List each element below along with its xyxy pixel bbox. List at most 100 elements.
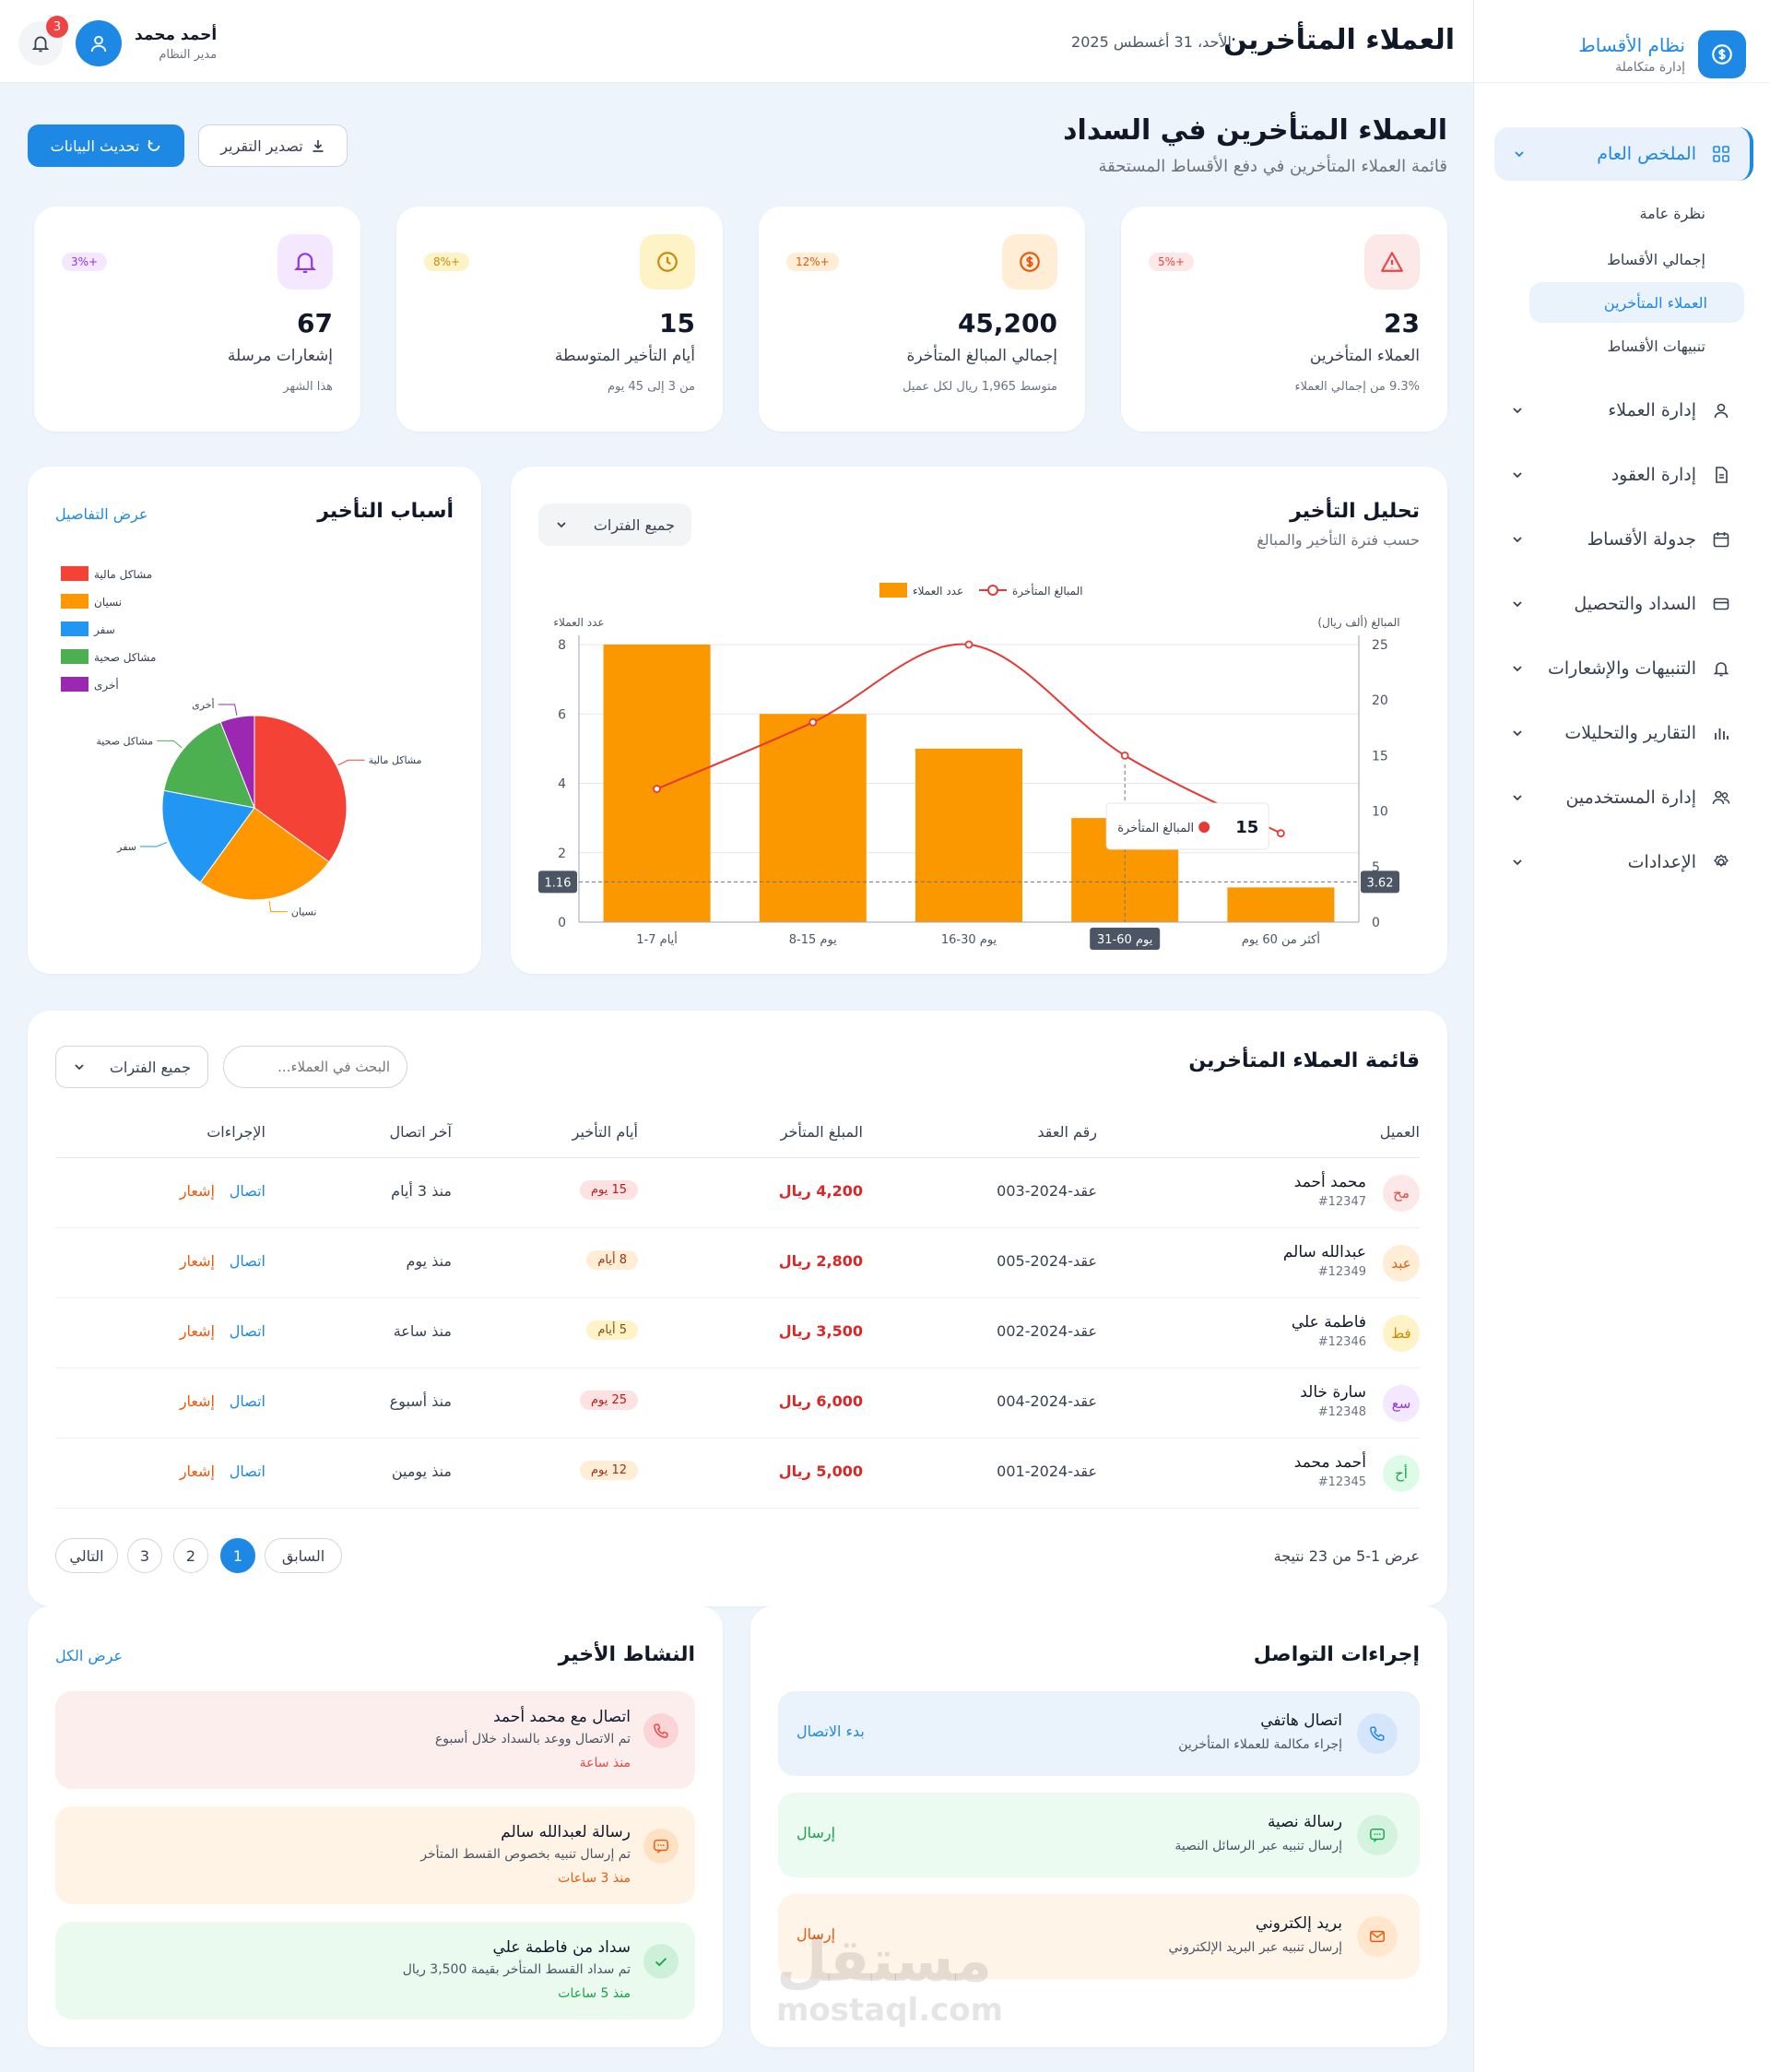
stat-label: أيام التأخير المتوسطة xyxy=(554,347,695,365)
contact-action-item[interactable]: بريد إلكتروني إرسال تنبيه عبر البريد الإل… xyxy=(778,1894,1420,1979)
customer-search-input[interactable] xyxy=(223,1046,407,1088)
pie-slice[interactable] xyxy=(161,789,255,883)
line-point[interactable] xyxy=(1277,829,1285,838)
view-details-link[interactable]: عرض التفاصيل xyxy=(55,505,148,523)
pie-slice[interactable] xyxy=(163,721,255,809)
contact-action-link[interactable]: اتصال xyxy=(229,1392,266,1410)
x-axis-tick: 16-30 يوم xyxy=(941,933,997,947)
view-all-link[interactable]: عرض الكل xyxy=(55,1647,124,1664)
bar[interactable] xyxy=(603,645,711,922)
sidebar-item-settings[interactable]: الإعدادات xyxy=(1474,830,1770,894)
export-button[interactable]: تصدير التقرير xyxy=(198,124,348,167)
pie-legend-label[interactable]: أخرى xyxy=(94,678,119,693)
pagination-prev-button[interactable]: السابق xyxy=(265,1538,342,1573)
notify-action-link[interactable]: إشعار xyxy=(179,1182,215,1200)
right-axis-tick: 15 xyxy=(1372,749,1388,764)
gear-icon xyxy=(1711,852,1731,872)
notify-action-link[interactable]: إشعار xyxy=(179,1252,215,1270)
delay-chart-subtitle: حسب فترة التأخير والمبالغ xyxy=(1257,531,1420,549)
notify-action-link[interactable]: إشعار xyxy=(179,1462,215,1480)
table-row[interactable]: أح أحمد محمد #12345 عقد-2024-001 5,000 ريال 1… xyxy=(55,1439,1420,1509)
pie-slice[interactable] xyxy=(254,715,348,863)
contact-action-link[interactable]: اتصال xyxy=(229,1322,266,1340)
pie-legend-label[interactable]: مشاكل صحية xyxy=(94,651,156,664)
right-axis-title: المبالغ (ألف ريال) xyxy=(1317,615,1399,630)
sidebar-item-notifications[interactable]: التنبيهات والإشعارات xyxy=(1474,636,1770,701)
legend-bar-label: عدد العملاء xyxy=(913,585,963,598)
sidebar-item-schedule[interactable]: جدولة الأقساط xyxy=(1474,507,1770,572)
sidebar-item-summary[interactable]: الملخص العام xyxy=(1494,127,1753,181)
contact-action-link[interactable]: اتصال xyxy=(229,1462,266,1480)
period-filter-select[interactable]: جميع الفترات xyxy=(538,503,691,546)
sidebar-item-customers[interactable]: إدارة العملاء xyxy=(1474,378,1770,443)
pie-slice[interactable] xyxy=(219,715,255,809)
avatar[interactable] xyxy=(76,20,122,66)
pagination-page-3[interactable]: 3 xyxy=(127,1538,162,1573)
bar[interactable] xyxy=(1227,887,1335,922)
table-row[interactable]: مح محمد أحمد #12347 عقد-2024-003 4,200 ريال 1… xyxy=(55,1158,1420,1228)
column-header-actions: الإجراءات xyxy=(206,1123,266,1141)
pie-legend-label[interactable]: نسيان xyxy=(94,596,122,609)
tooltip-label: المبالغ المتأخرة xyxy=(1117,819,1194,835)
sidebar-item-label: الإعدادات xyxy=(1627,852,1696,872)
pie-slice-label: مشاكل صحية xyxy=(96,735,153,747)
pie-legend-label[interactable]: سفر xyxy=(93,623,115,637)
sidebar-item-payments[interactable]: السداد والتحصيل xyxy=(1474,572,1770,636)
pie-slice[interactable] xyxy=(199,807,330,901)
phone-icon xyxy=(1357,1713,1398,1754)
overdue-amount: 3,500 ريال xyxy=(778,1322,863,1340)
customer-id: #12346 xyxy=(1317,1335,1366,1349)
line-point[interactable] xyxy=(964,640,974,649)
contact-action-item[interactable]: رسالة نصية إرسال تنبيه عبر الرسائل النصية… xyxy=(778,1793,1420,1877)
sidebar-subitem-total-installments[interactable]: إجمالي الأقساط xyxy=(1607,250,1705,268)
contact-action-link[interactable]: اتصال xyxy=(229,1182,266,1200)
table-filter-select[interactable]: جميع الفترات xyxy=(55,1046,208,1088)
contact-action-item[interactable]: اتصال هاتفي إجراء مكالمة للعملاء المتأخري… xyxy=(778,1691,1420,1776)
stat-label: العملاء المتأخرين xyxy=(1309,347,1420,365)
sidebar-item-label: إدارة المستخدمين xyxy=(1565,787,1696,808)
contact-action-button[interactable]: إرسال xyxy=(796,1925,836,1943)
topbar: العملاء المتأخرين الأحد، 31 أغسطس 2025 أ… xyxy=(0,0,1473,83)
calendar-icon xyxy=(1711,529,1731,550)
chevron-down-icon xyxy=(1513,408,1522,414)
refresh-button[interactable]: تحديث البيانات xyxy=(28,124,184,167)
contact-action-button[interactable]: بدء الاتصال xyxy=(796,1723,865,1740)
bar[interactable] xyxy=(915,748,1022,922)
sidebar-item-contracts[interactable]: إدارة العقود xyxy=(1474,443,1770,507)
stat-card: +5% 23 العملاء المتأخرين 9.3% من إجمالي الع… xyxy=(1121,207,1447,432)
contact-action-link[interactable]: اتصال xyxy=(229,1252,266,1270)
bar[interactable] xyxy=(759,714,867,922)
sidebar-subitem-installment-alerts[interactable]: تنبيهات الأقساط xyxy=(1607,337,1706,355)
table-row[interactable]: سع سارة خالد #12348 عقد-2024-004 6,000 ريال 2… xyxy=(55,1368,1420,1439)
warning-icon xyxy=(1364,234,1420,290)
table-header: العميل رقم العقد المبلغ المتأخر أيام الت… xyxy=(55,1107,1420,1158)
pagination-page-1[interactable]: 1 xyxy=(220,1538,255,1573)
last-contact: منذ يومين xyxy=(391,1462,452,1480)
chart-tooltip xyxy=(1105,802,1269,850)
table-row[interactable]: فط فاطمة علي #12346 عقد-2024-002 3,500 ريال 5… xyxy=(55,1298,1420,1368)
clock-icon xyxy=(640,234,695,290)
user-icon xyxy=(90,35,107,52)
chevron-down-icon xyxy=(1513,730,1522,737)
contact-action-button[interactable]: إرسال xyxy=(796,1824,836,1841)
line-point[interactable] xyxy=(808,717,818,727)
sidebar-submenu: نظرة عامة إجمالي الأقساط العملاء المتأخر… xyxy=(1474,181,1770,378)
sidebar-item-reports[interactable]: التقارير والتحليلات xyxy=(1474,701,1770,765)
pie-legend-label[interactable]: مشاكل مالية xyxy=(94,568,152,581)
notify-action-link[interactable]: إشعار xyxy=(179,1322,215,1340)
notifications-button[interactable]: 3 xyxy=(18,16,68,65)
avatar: سع xyxy=(1383,1385,1420,1422)
notify-action-link[interactable]: إشعار xyxy=(179,1392,215,1410)
sidebar-item-users[interactable]: إدارة المستخدمين xyxy=(1474,765,1770,830)
activity-title: سداد من فاطمة علي xyxy=(492,1938,631,1957)
sidebar-item-label: إدارة العملاء xyxy=(1608,400,1696,420)
sidebar-subitem-late-customers[interactable]: العملاء المتأخرين xyxy=(1529,282,1744,323)
sidebar-subitem-overview[interactable]: نظرة عامة xyxy=(1639,204,1705,222)
pagination-next-button[interactable]: التالي xyxy=(55,1538,118,1573)
line-point[interactable] xyxy=(1120,751,1129,760)
activity-title: اتصال مع محمد أحمد xyxy=(493,1708,631,1726)
line-point[interactable] xyxy=(653,785,662,793)
pagination-page-2[interactable]: 2 xyxy=(173,1538,208,1573)
table-row[interactable]: عبد عبدالله سالم #12349 عقد-2024-005 2,800 ر… xyxy=(55,1228,1420,1298)
contract-number: عقد-2024-005 xyxy=(997,1252,1097,1270)
